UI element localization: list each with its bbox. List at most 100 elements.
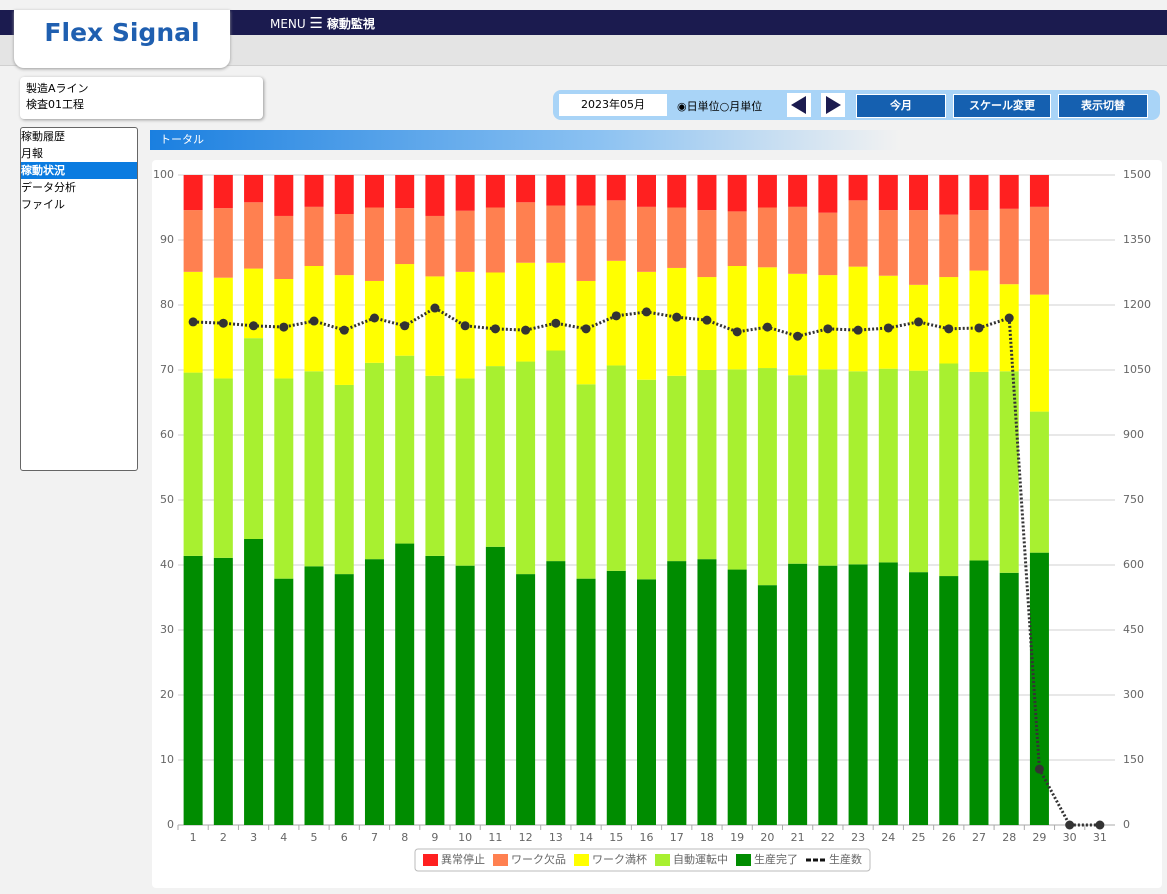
x-tick-label: 26 — [942, 831, 956, 844]
line-point — [762, 322, 772, 332]
line-point — [309, 316, 319, 326]
line-point — [702, 315, 712, 325]
bar-segment — [1029, 552, 1049, 825]
bar-segment — [878, 562, 898, 825]
x-tick-label: 6 — [341, 831, 348, 844]
x-tick-label: 1 — [190, 831, 197, 844]
bar-segment — [516, 262, 536, 362]
y2-tick-label: 900 — [1123, 428, 1144, 441]
radio-label[interactable]: 日単位 — [686, 100, 720, 113]
line-point — [611, 311, 621, 321]
bar-segment — [516, 574, 536, 825]
menu-item[interactable]: 稼動履歴 — [21, 130, 65, 143]
x-tick-label: 13 — [549, 831, 563, 844]
line-point — [218, 318, 228, 328]
bar-segment — [969, 371, 989, 561]
bar-segment — [939, 277, 959, 364]
bar-segment — [183, 210, 203, 272]
bar-segment — [878, 368, 898, 563]
prev-icon[interactable] — [791, 96, 806, 114]
x-tick-label: 9 — [431, 831, 438, 844]
bar-segment — [455, 210, 475, 272]
section-title: トータル — [150, 130, 900, 150]
y-tick-label: 0 — [167, 818, 174, 831]
nav-arrows[interactable] — [787, 93, 847, 117]
bar-segment — [969, 175, 989, 211]
bar-segment — [667, 267, 687, 376]
bar-segment — [183, 175, 203, 211]
bar-segment — [788, 375, 808, 564]
bar-segment — [969, 270, 989, 372]
legend-label: 自動運転中 — [673, 852, 728, 866]
y2-tick-label: 1500 — [1123, 168, 1151, 181]
bar-segment — [395, 264, 415, 356]
bar-segment — [274, 578, 294, 825]
x-tick-label: 23 — [851, 831, 865, 844]
bar-segment — [576, 384, 596, 579]
radio-daily[interactable]: ◉日単位○月単位 — [677, 100, 763, 113]
bar-segment — [727, 569, 747, 825]
bar-segment — [757, 267, 777, 369]
menu-item[interactable]: データ分析 — [21, 181, 76, 194]
bar-segment — [304, 175, 324, 207]
logo[interactable]: Flex Signal — [14, 10, 230, 68]
y2-tick-label: 0 — [1123, 818, 1130, 831]
bar-segment — [637, 579, 656, 825]
line-point — [188, 317, 198, 327]
sidebar: 稼動履歴月報稼動状況データ分析ファイル — [20, 127, 138, 471]
x-tick-label: 21 — [791, 831, 805, 844]
y2-tick-label: 450 — [1123, 623, 1144, 636]
bar-segment — [637, 206, 656, 272]
button[interactable]: スケール変更 — [953, 94, 1051, 118]
bar-segment — [999, 175, 1019, 209]
y2-tick-label: 1350 — [1123, 233, 1151, 246]
line-point — [1004, 313, 1014, 323]
bar-segment — [334, 574, 354, 825]
chart: 0 10 20 30 40 50 60 70 80 90 100 0 150 300 450 600 750 90… — [152, 160, 1162, 888]
menu-item[interactable]: 稼動状況 — [21, 162, 137, 179]
legend-swatch — [574, 854, 589, 866]
bar-segment — [274, 175, 294, 216]
bar-segment — [667, 207, 687, 268]
month-field[interactable]: 2023年05月 — [559, 94, 667, 116]
bar-segment — [364, 559, 384, 825]
y-tick-label: 100 — [153, 168, 174, 181]
menu[interactable]: MENU ☰ 稼動監視 — [270, 14, 375, 32]
menu-icon[interactable]: ☰ — [309, 14, 323, 32]
bar-segment — [788, 175, 808, 207]
y-tick-label: 70 — [160, 363, 174, 376]
line-point — [551, 318, 561, 328]
x-tick-label: 20 — [760, 831, 774, 844]
button[interactable]: 今月 — [856, 94, 946, 118]
bar-segment — [516, 175, 536, 203]
legend-label: 生産完了 — [754, 852, 798, 866]
menu-item[interactable]: ファイル — [21, 198, 65, 211]
bar-segment — [818, 212, 838, 276]
bar-segment — [939, 363, 959, 577]
x-tick-label: 19 — [730, 831, 744, 844]
bar-segment — [939, 175, 959, 215]
bar-segment — [818, 565, 838, 825]
next-icon[interactable] — [826, 96, 841, 114]
menu-item[interactable]: 月報 — [21, 147, 43, 160]
menu-label[interactable]: MENU — [270, 17, 306, 31]
bar-segment — [818, 275, 838, 370]
x-tick-label: 17 — [670, 831, 684, 844]
bar-segment — [576, 578, 596, 825]
bar-segment — [1029, 206, 1049, 295]
bar-segment — [848, 200, 868, 267]
bar-segment — [969, 210, 989, 271]
y-tick-label: 80 — [160, 298, 174, 311]
bar-segment — [213, 277, 233, 379]
legend-label: ワーク欠品 — [511, 852, 566, 866]
bar-segment — [697, 210, 717, 278]
bar-segment — [909, 284, 929, 371]
bar-segment — [395, 355, 415, 544]
y-tick-label: 30 — [160, 623, 174, 636]
bar-segment — [485, 546, 505, 825]
bar-segment — [334, 175, 354, 214]
button[interactable]: 表示切替 — [1058, 94, 1148, 118]
radio-label[interactable]: 月単位 — [729, 100, 763, 113]
legend-label: ワーク満杯 — [592, 852, 647, 866]
bar-segment — [848, 266, 868, 372]
